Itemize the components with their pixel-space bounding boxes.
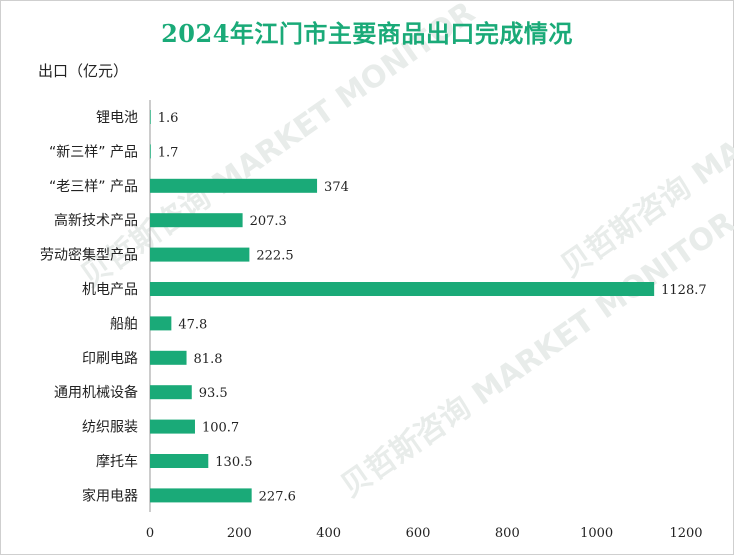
data-label: 1128.7 (661, 283, 707, 298)
data-label: 93.5 (199, 386, 228, 401)
data-label: 81.8 (194, 352, 223, 367)
bar (150, 110, 151, 124)
x-tick-label: 1200 (669, 526, 702, 541)
data-label: 47.8 (178, 317, 207, 332)
bar (150, 350, 187, 365)
category-label: 通用机械设备 (54, 384, 138, 401)
data-label: 1.7 (158, 145, 179, 160)
data-label: 207.3 (250, 214, 287, 229)
category-label: “新三样” 产品 (49, 144, 138, 160)
category-label: 船舶 (110, 316, 138, 332)
category-label: 机电产品 (82, 282, 138, 298)
category-label: 纺织服装 (82, 420, 138, 436)
bar (150, 282, 655, 296)
x-tick-label: 400 (316, 526, 341, 541)
bar (150, 247, 250, 262)
category-label: “老三样” 产品 (49, 179, 138, 195)
data-label: 222.5 (256, 249, 293, 264)
chart-title: 2024年江门市主要商品出口完成情况 (161, 19, 573, 48)
x-tick-label: 1000 (580, 526, 613, 541)
x-tick-label: 600 (406, 526, 431, 541)
data-label: 374 (324, 180, 349, 195)
x-tick-label: 800 (495, 526, 520, 541)
data-label: 1.6 (158, 111, 179, 126)
bar (150, 385, 192, 400)
bar (150, 144, 151, 159)
bar (150, 488, 252, 503)
data-label: 130.5 (215, 455, 252, 470)
bar (150, 454, 209, 468)
x-tick-label: 200 (227, 526, 252, 541)
category-label: 劳动密集型产品 (40, 247, 138, 264)
bar (150, 213, 243, 228)
data-label: 227.6 (259, 489, 296, 504)
category-label: 印刷电路 (82, 351, 138, 367)
bar (150, 419, 195, 434)
category-label: 家用电器 (82, 487, 138, 504)
category-label: 高新技术产品 (54, 212, 138, 229)
x-tick-label: 0 (146, 526, 154, 541)
category-label: 锂电池 (96, 110, 138, 126)
bar (150, 316, 172, 331)
y-axis-unit-label: 出口（亿元） (38, 62, 129, 80)
bar (150, 178, 318, 193)
category-label: 摩托车 (96, 453, 138, 470)
data-label: 100.7 (202, 421, 239, 436)
